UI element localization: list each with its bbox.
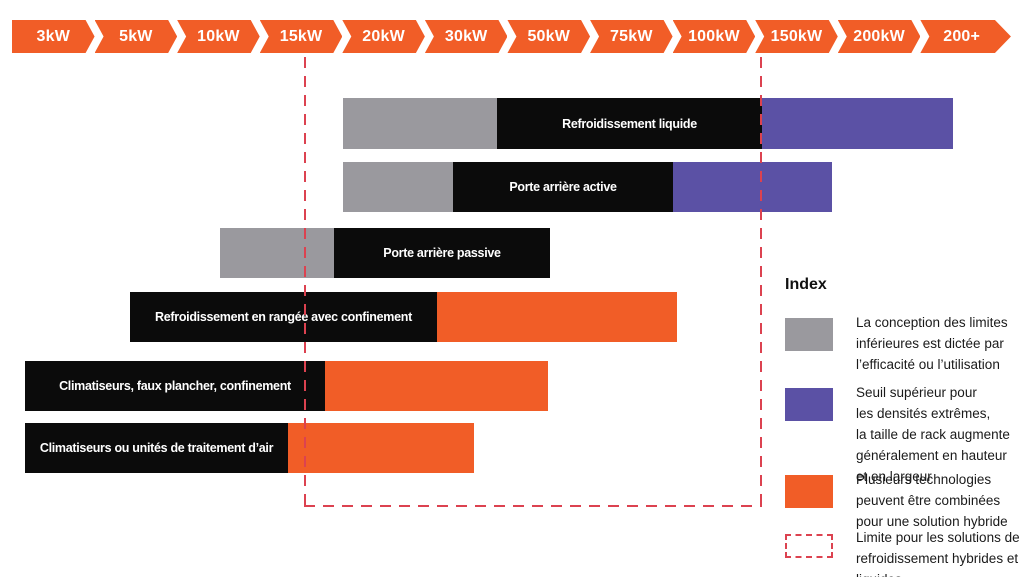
axis-label: 10kW — [197, 27, 240, 45]
bar-segment-core-black: Refroidissement en rangée avec confineme… — [130, 292, 437, 342]
bar-label: Refroidissement liquide — [562, 116, 697, 131]
axis-label: 75kW — [610, 27, 653, 45]
bar-label: Climatiseurs ou unités de traitement d’a… — [39, 441, 274, 455]
axis-segment-150kw: 150kW — [755, 20, 838, 53]
bar-segment-lower-gray — [343, 98, 497, 149]
bar-segment-core-black: Porte arrière passive — [334, 228, 550, 278]
legend-swatch-purple — [785, 388, 833, 421]
axis-label: 30kW — [444, 27, 488, 45]
hybrid-limit-line-bottom — [304, 505, 762, 507]
bar-segment-core-black: Climatiseurs ou unités de traitement d’a… — [25, 423, 288, 473]
axis-label: 100kW — [688, 27, 740, 45]
axis-segment-30kw: 30kW — [425, 20, 508, 53]
legend-swatch-gray — [785, 318, 833, 351]
axis-label: 5kW — [119, 27, 153, 45]
legend-swatch-red-dashed — [785, 534, 833, 558]
bar-climatiseurs-faux-plancher: Climatiseurs, faux plancher, confinement — [0, 361, 1024, 411]
bar-refroidissement-liquide: Refroidissement liquide — [0, 98, 1024, 149]
legend-item-purple-text: Seuil supérieur pour les densités extrêm… — [856, 385, 1010, 484]
bar-porte-arriere-passive: Porte arrière passive — [0, 228, 1024, 278]
bar-refroidissement-en-rangee: Refroidissement en rangée avec confineme… — [0, 292, 1024, 342]
bar-porte-arriere-active: Porte arrière active — [0, 162, 1024, 212]
axis-segment-75kw: 75kW — [590, 20, 673, 53]
axis-label: 150kW — [770, 27, 823, 45]
axis-label: 200+ — [943, 27, 981, 45]
hybrid-limit-line-right — [760, 57, 762, 507]
bar-segment-core-black: Porte arrière active — [453, 162, 673, 212]
bar-label: Porte arrière passive — [383, 246, 501, 260]
bar-climatiseurs-traitement-air: Climatiseurs ou unités de traitement d’a… — [0, 423, 1024, 473]
bar-segment-upper-purple — [673, 162, 832, 212]
legend-item-red-dashed-text: Limite pour les solutions de refroidisse… — [856, 530, 1020, 577]
axis-label: 20kW — [362, 27, 405, 45]
axis-segment-10kw: 10kW — [177, 20, 260, 53]
axis-label: 50kW — [527, 27, 571, 45]
axis-label: 15kW — [279, 27, 323, 45]
legend-title: Index — [785, 276, 827, 293]
axis-segment-20kw: 20kW — [342, 20, 425, 53]
bar-segment-hybrid-orange — [437, 292, 677, 342]
power-axis: 3kW 5kW 10kW 15kW 20kW 30kW 50kW 75kW 10… — [12, 20, 1011, 53]
legend-swatch-orange — [785, 475, 833, 508]
axis-label: 200kW — [853, 27, 905, 45]
legend-item-gray-text: La conception des limites inférieures es… — [856, 315, 1008, 372]
axis-segment-200plus: 200+ — [920, 20, 1011, 53]
axis-segment-5kw: 5kW — [95, 20, 178, 53]
bar-segment-lower-gray — [343, 162, 453, 212]
bar-segment-core-black: Climatiseurs, faux plancher, confinement — [25, 361, 325, 411]
bar-label: Porte arrière active — [509, 180, 617, 194]
axis-label: 3kW — [36, 27, 71, 45]
bar-segment-hybrid-orange — [288, 423, 474, 473]
axis-segment-3kw: 3kW — [12, 20, 95, 53]
axis-segment-15kw: 15kW — [260, 20, 343, 53]
bar-segment-core-black: Refroidissement liquide — [497, 98, 762, 149]
bar-segment-upper-purple — [762, 98, 953, 149]
bar-label: Climatiseurs, faux plancher, confinement — [59, 379, 291, 393]
hybrid-limit-line-left — [304, 57, 306, 507]
bar-segment-hybrid-orange — [325, 361, 548, 411]
bar-label: Refroidissement en rangée avec confineme… — [155, 310, 412, 324]
axis-segment-200kw: 200kW — [838, 20, 921, 53]
bar-segment-lower-gray — [220, 228, 334, 278]
legend-item-orange-text: Plusieurs technologies peuvent être comb… — [856, 472, 1008, 529]
axis-segment-100kw: 100kW — [673, 20, 756, 53]
axis-segment-50kw: 50kW — [507, 20, 590, 53]
